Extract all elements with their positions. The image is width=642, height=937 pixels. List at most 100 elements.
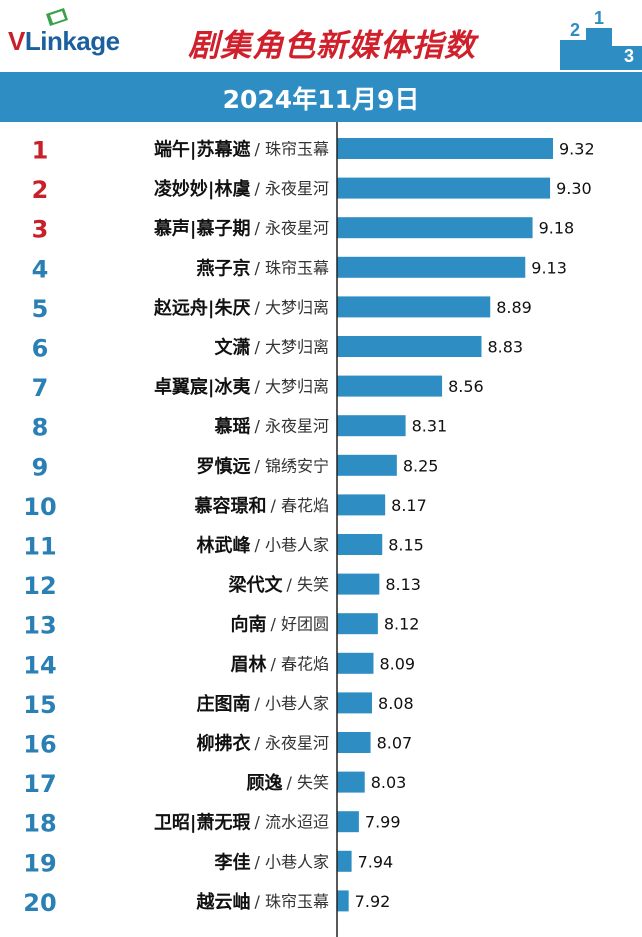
bar-11: [337, 534, 383, 555]
value-label: 7.94: [358, 852, 394, 871]
logo-v: V: [8, 26, 25, 56]
character-label: 慕声|慕子期: [154, 218, 251, 240]
value-label: 8.56: [448, 377, 484, 396]
rank-label: 1: [32, 137, 49, 165]
bar-8: [337, 415, 406, 437]
vlinkage-logo: VLinkage: [8, 26, 120, 57]
bar-20: [337, 890, 349, 912]
value-label: 8.08: [378, 694, 414, 713]
show-label: / 永夜星河: [255, 179, 329, 198]
value-label: 8.17: [391, 496, 427, 515]
rank-label: 13: [23, 612, 56, 640]
rank-label: 17: [23, 770, 56, 798]
value-label: 7.99: [365, 813, 401, 832]
bar-12: [337, 573, 380, 595]
date-label: 2024年11月9日: [222, 85, 420, 114]
character-label: 赵远舟|朱厌: [153, 297, 251, 319]
show-label: / 春花焰: [271, 496, 329, 515]
rank-label: 9: [32, 453, 49, 481]
rank-label: 12: [23, 572, 56, 600]
show-label: / 大梦归离: [255, 377, 329, 396]
value-label: 7.92: [355, 892, 391, 911]
value-label: 8.13: [385, 575, 421, 594]
character-label: 眉林: [231, 653, 267, 675]
show-label: / 永夜星河: [255, 219, 329, 238]
show-label: / 珠帘玉幕: [255, 892, 329, 911]
character-label: 端午|苏幕遮: [154, 139, 251, 161]
character-label: 向南: [231, 614, 267, 636]
bar-2: [337, 177, 551, 199]
character-label: 凌妙妙|林虞: [154, 178, 251, 200]
rank-label: 6: [32, 335, 49, 363]
character-label: 林武峰: [197, 535, 252, 557]
show-label: / 珠帘玉幕: [255, 140, 329, 159]
show-label: / 小巷人家: [255, 536, 329, 555]
bar-6: [337, 336, 482, 357]
value-label: 8.25: [403, 456, 439, 475]
bar-3: [337, 217, 533, 239]
value-label: 8.03: [371, 773, 407, 792]
bar-18: [337, 811, 359, 833]
bar-1: [337, 138, 553, 159]
value-label: 8.07: [377, 734, 413, 753]
bar-10: [337, 494, 386, 516]
character-label: 李佳: [214, 851, 251, 873]
character-label: 文潇: [215, 337, 251, 359]
rank-label: 11: [23, 533, 56, 561]
value-label: 9.32: [559, 140, 595, 159]
bar-14: [337, 652, 374, 674]
rank-label: 2: [32, 176, 49, 204]
bar-5: [337, 296, 491, 318]
character-label: 梁代文: [228, 574, 284, 596]
bar-15: [337, 692, 373, 714]
rank-label: 10: [23, 493, 56, 521]
show-label: / 大梦归离: [255, 298, 329, 317]
show-label: / 春花焰: [271, 654, 329, 673]
rank-label: 7: [32, 374, 49, 402]
podium-2: 2: [570, 20, 580, 40]
podium-1: 1: [594, 8, 604, 28]
show-label: / 大梦归离: [255, 338, 329, 357]
character-label: 越云岫: [196, 891, 251, 913]
rank-label: 4: [32, 255, 49, 283]
character-label: 卓翼宸|冰夷: [154, 376, 252, 398]
bar-19: [337, 850, 352, 872]
show-label: / 小巷人家: [255, 694, 329, 713]
show-label: / 好团圆: [271, 615, 329, 634]
character-label: 燕子京: [197, 257, 251, 279]
show-label: / 永夜星河: [255, 417, 329, 436]
value-label: 8.89: [496, 298, 532, 317]
value-label: 8.83: [487, 338, 523, 357]
rank-label: 15: [23, 691, 56, 719]
rank-label: 8: [32, 414, 49, 442]
show-label: / 锦绣安宁: [255, 456, 329, 475]
rank-label: 16: [23, 731, 56, 759]
value-label: 9.18: [539, 219, 575, 238]
show-label: / 失笑: [287, 773, 329, 792]
bar-16: [337, 732, 371, 753]
character-label: 卫昭|萧无瑕: [154, 813, 252, 834]
character-label: 庄图南: [197, 693, 251, 715]
character-label: 罗慎远: [197, 455, 251, 477]
show-label: / 失笑: [287, 575, 329, 594]
date-band: 2024年11月9日: [0, 72, 642, 122]
show-label: / 珠帘玉幕: [255, 258, 329, 277]
header: VLinkage 剧集角色新媒体指数 2 1 3: [0, 0, 642, 72]
rank-label: 14: [23, 651, 56, 679]
bar-17: [337, 771, 365, 793]
character-label: 顾逸: [247, 772, 283, 794]
podium-icon: 2 1 3: [560, 8, 642, 70]
rank-label: 5: [32, 295, 49, 323]
bar-7: [337, 375, 443, 397]
character-label: 慕容璟和: [195, 495, 267, 517]
rank-label: 3: [32, 216, 49, 244]
logo-text: Linkage: [24, 26, 120, 56]
page-title: 剧集角色新媒体指数: [188, 28, 476, 64]
show-label: / 流水迢迢: [255, 813, 329, 832]
value-label: 8.09: [379, 654, 415, 673]
bar-9: [337, 454, 397, 476]
value-label: 8.12: [384, 615, 420, 634]
rank-label: 19: [23, 849, 56, 877]
character-label: 慕瑶: [215, 417, 251, 438]
